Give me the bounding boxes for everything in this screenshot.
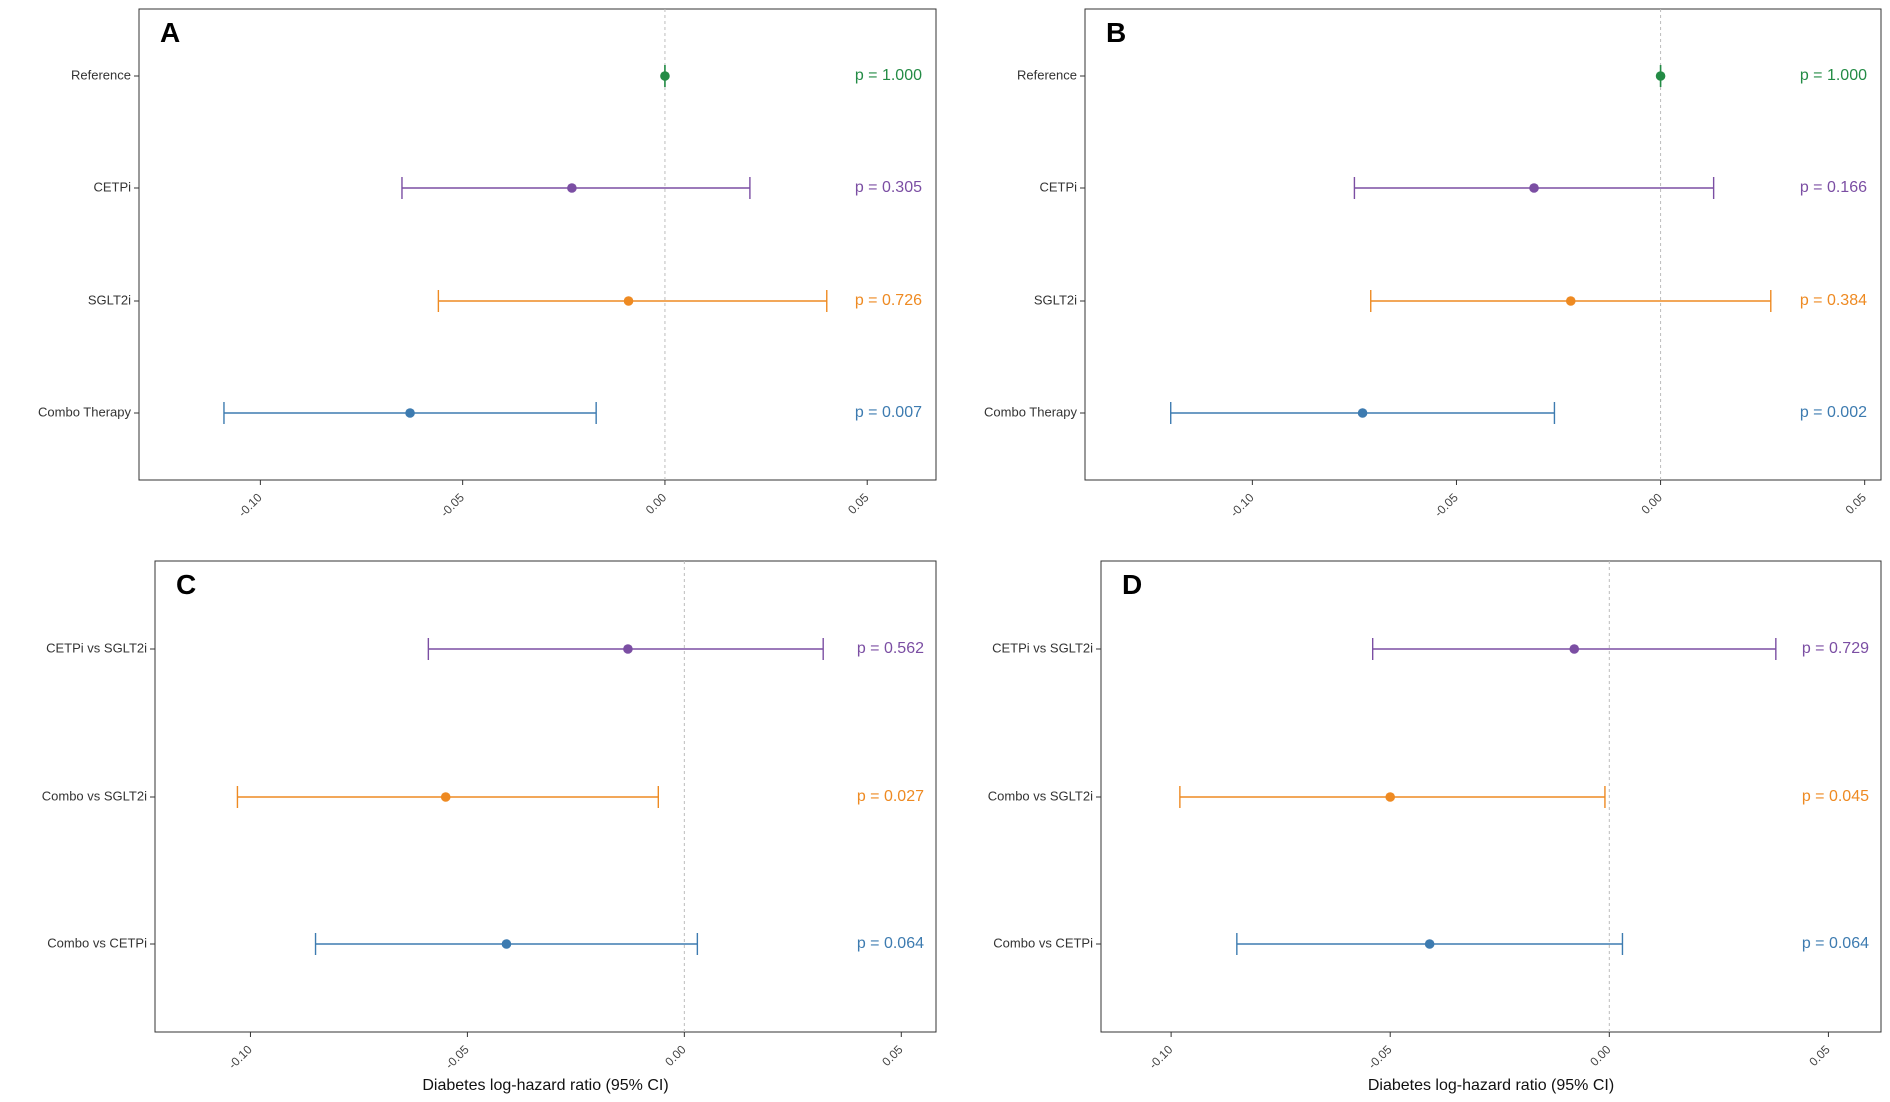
panel-b: B -0.10 -0.05 0.00 0.05 Reference p = 1.000 CET… [984,8,1882,520]
panel-a-row: SGLT2i p = 0.726 [88,290,922,312]
panel-b-row-label: Combo Therapy [984,404,1077,419]
panel-c-point-estimate [623,644,633,654]
panel-d-p-value: p = 0.045 [1802,788,1869,805]
panel-a-p-value: p = 1.000 [855,67,922,84]
panel-a-row-label: CETPi [93,179,131,194]
panel-b-p-value: p = 0.384 [1800,292,1867,309]
panel-b-x-tick-label: -0.10 [1227,490,1256,519]
panel-d-p-value: p = 0.729 [1802,640,1869,657]
panel-d-point-estimate [1569,644,1580,654]
panel-c-letter: C [176,569,196,600]
panel-d-x-tick-label: 0.00 [1587,1042,1614,1069]
panel-b-border [1084,8,1882,481]
panel-c-x-tick-label: 0.05 [879,1042,906,1069]
panel-c-x-tick-label: 0.00 [662,1042,689,1069]
panel-b-row-label: CETPi [1039,179,1077,194]
panel-b-row: Reference p = 1.000 [1017,65,1867,87]
panel-c-x-tick-label: -0.05 [442,1042,471,1071]
panel-b-row: CETPi p = 0.166 [1039,177,1867,199]
panel-a-p-value: p = 0.726 [855,292,922,309]
panel-a-p-value: p = 0.007 [855,404,922,421]
panel-d-x-tick-label: -0.05 [1365,1042,1394,1071]
panel-d-letter: D [1122,569,1142,600]
panel-c-p-value: p = 0.064 [857,935,924,952]
panel-c-p-value: p = 0.027 [857,788,924,805]
panel-d-row-label: Combo vs SGLT2i [988,788,1093,803]
panel-c-row-label: CETPi vs SGLT2i [46,640,147,655]
panel-d-x-tick-label: -0.10 [1146,1042,1175,1071]
panel-a-row: CETPi p = 0.305 [93,177,922,199]
panel-c-x-tick-label: -0.10 [226,1042,255,1071]
panel-c-point-estimate [440,792,451,802]
panel-c-row: CETPi vs SGLT2i p = 0.562 [46,638,924,660]
panel-a-x-tick-label: 0.00 [643,490,670,517]
panel-b-row: Combo Therapy p = 0.002 [984,402,1867,424]
panel-a-x-tick-label: -0.10 [235,490,264,519]
panel-d-row-label: Combo vs CETPi [993,935,1093,950]
panel-a-row-label: Reference [71,67,131,82]
panel-c-row: Combo vs CETPi p = 0.064 [47,933,924,955]
panel-d-p-value: p = 0.064 [1802,935,1869,952]
panel-b-x-tick-label: 0.05 [1843,490,1870,517]
panel-a-x-tick-label: 0.05 [845,490,872,517]
panel-b-p-value: p = 0.166 [1800,179,1867,196]
panel-d-point-estimate [1424,939,1435,949]
panel-a-border [138,8,937,481]
panel-b-point-estimate [1529,183,1539,193]
panel-d-point-estimate [1385,792,1396,802]
panel-c-p-value: p = 0.562 [857,640,924,657]
panel-d-x-axis-label: Diabetes log-hazard ratio (95% CI) [1368,1077,1614,1094]
panel-d-row-label: CETPi vs SGLT2i [992,640,1093,655]
panel-a-letter: A [160,17,180,48]
panel-d-x-tick-label: 0.05 [1806,1042,1833,1069]
panel-c-x-axis-label: Diabetes log-hazard ratio (95% CI) [422,1077,668,1094]
panel-c-point-estimate [501,939,512,949]
panel-b-letter: B [1106,17,1126,48]
panel-c-row-label: Combo vs SGLT2i [42,788,147,803]
panel-a-row-label: Combo Therapy [38,404,131,419]
panel-b-point-estimate [1357,408,1368,418]
panel-d: D -0.10 -0.05 0.00 0.05 Diabetes log-hazard r… [988,560,1882,1094]
panel-a-p-value: p = 0.305 [855,179,922,196]
panel-b-x-tick-label: -0.05 [1432,490,1461,519]
panel-c-row: Combo vs SGLT2i p = 0.027 [42,786,924,808]
panel-a-point-estimate [567,183,577,193]
panel-c: C -0.10 -0.05 0.00 0.05 Diabetes log-hazard r… [42,560,937,1094]
panel-a-x-tick-label: -0.05 [438,490,467,519]
panel-b-p-value: p = 1.000 [1800,67,1867,84]
panel-a-point-estimate [623,296,634,306]
panel-b-point-estimate [1565,296,1576,306]
panel-d-row: Combo vs SGLT2i p = 0.045 [988,786,1869,808]
panel-d-row: CETPi vs SGLT2i p = 0.729 [992,638,1869,660]
panel-b-row: SGLT2i p = 0.384 [1034,290,1867,312]
panel-a-point-estimate [405,408,415,418]
panel-b-row-label: Reference [1017,67,1077,82]
panel-b-row-label: SGLT2i [1034,292,1077,307]
panel-d-row: Combo vs CETPi p = 0.064 [993,933,1869,955]
panel-a-row: Combo Therapy p = 0.007 [38,402,922,424]
panel-a-point-estimate [660,71,670,81]
panel-a: A -0.10 -0.05 0.00 0.05 Reference p = 1.000 CET… [38,8,937,520]
panel-a-row-label: SGLT2i [88,292,131,307]
panel-b-x-tick-label: 0.00 [1638,490,1665,517]
panel-a-row: Reference p = 1.000 [71,65,922,87]
panel-b-point-estimate [1655,71,1666,81]
panel-b-p-value: p = 0.002 [1800,404,1867,421]
panel-c-row-label: Combo vs CETPi [47,935,147,950]
